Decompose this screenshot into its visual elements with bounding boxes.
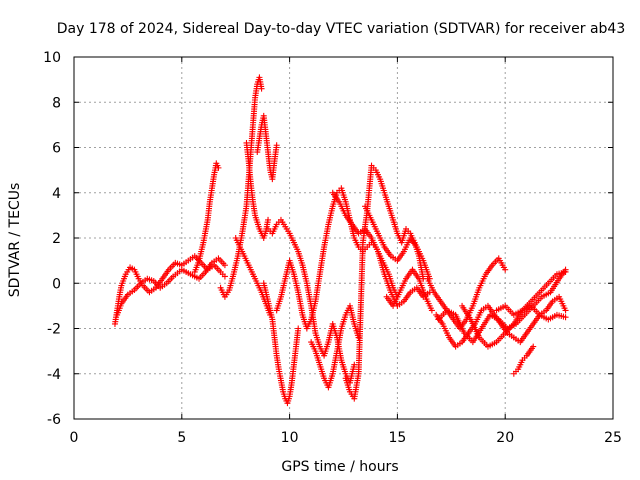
axis-ticks: 0 5 10 15 20 25 -6 -4 -2 0 2 4 6 8 10 [43,50,622,446]
series-track-3 [191,160,222,275]
x-tick-label: 20 [496,430,514,446]
y-tick-label: 2 [52,231,61,247]
data-point-marker [562,268,569,275]
series-track-8 [260,280,302,407]
data-point-marker [258,85,265,92]
x-tick-label: 10 [281,430,299,446]
data-point-marker [215,164,222,171]
series-track-21 [510,343,537,377]
data-point-marker [428,307,435,314]
data-point-marker [562,314,569,321]
data-marks [111,74,569,407]
series-track-15 [383,266,435,314]
y-tick-label: -4 [47,367,61,383]
data-point-marker [562,307,569,314]
data-point-marker [221,273,228,280]
series-track-2 [114,255,228,318]
data-point-marker [265,216,272,223]
x-tick-label: 0 [70,430,79,446]
y-axis-label: SDTVAR / TECUs [7,183,23,298]
series-track-4 [217,74,265,300]
data-point-marker [221,262,228,269]
data-point-marker [295,325,302,332]
x-tick-label: 25 [604,430,622,446]
chart-title: Day 178 of 2024, Sidereal Day-to-day VTE… [57,21,626,37]
series-track-5 [243,139,272,241]
y-tick-label: -6 [47,412,61,428]
y-tick-label: 4 [52,186,61,202]
y-tick-label: 0 [52,276,61,292]
y-tick-label: 6 [52,141,61,157]
data-point-marker [273,142,280,149]
data-point-marker [530,343,537,350]
x-tick-label: 15 [388,430,406,446]
y-tick-label: -2 [47,322,61,338]
series-track-18 [435,266,569,346]
series-track-20 [493,268,569,318]
series-track-6 [254,112,280,183]
series-track-11 [308,302,362,391]
series-track-13 [329,189,433,309]
y-tick-label: 10 [43,50,61,66]
data-point-marker [502,266,509,273]
x-axis-label: GPS time / hours [281,459,398,475]
series-track-12 [342,162,427,402]
series-track-16 [424,255,509,332]
x-tick-label: 5 [177,430,186,446]
y-tick-label: 8 [52,95,61,111]
